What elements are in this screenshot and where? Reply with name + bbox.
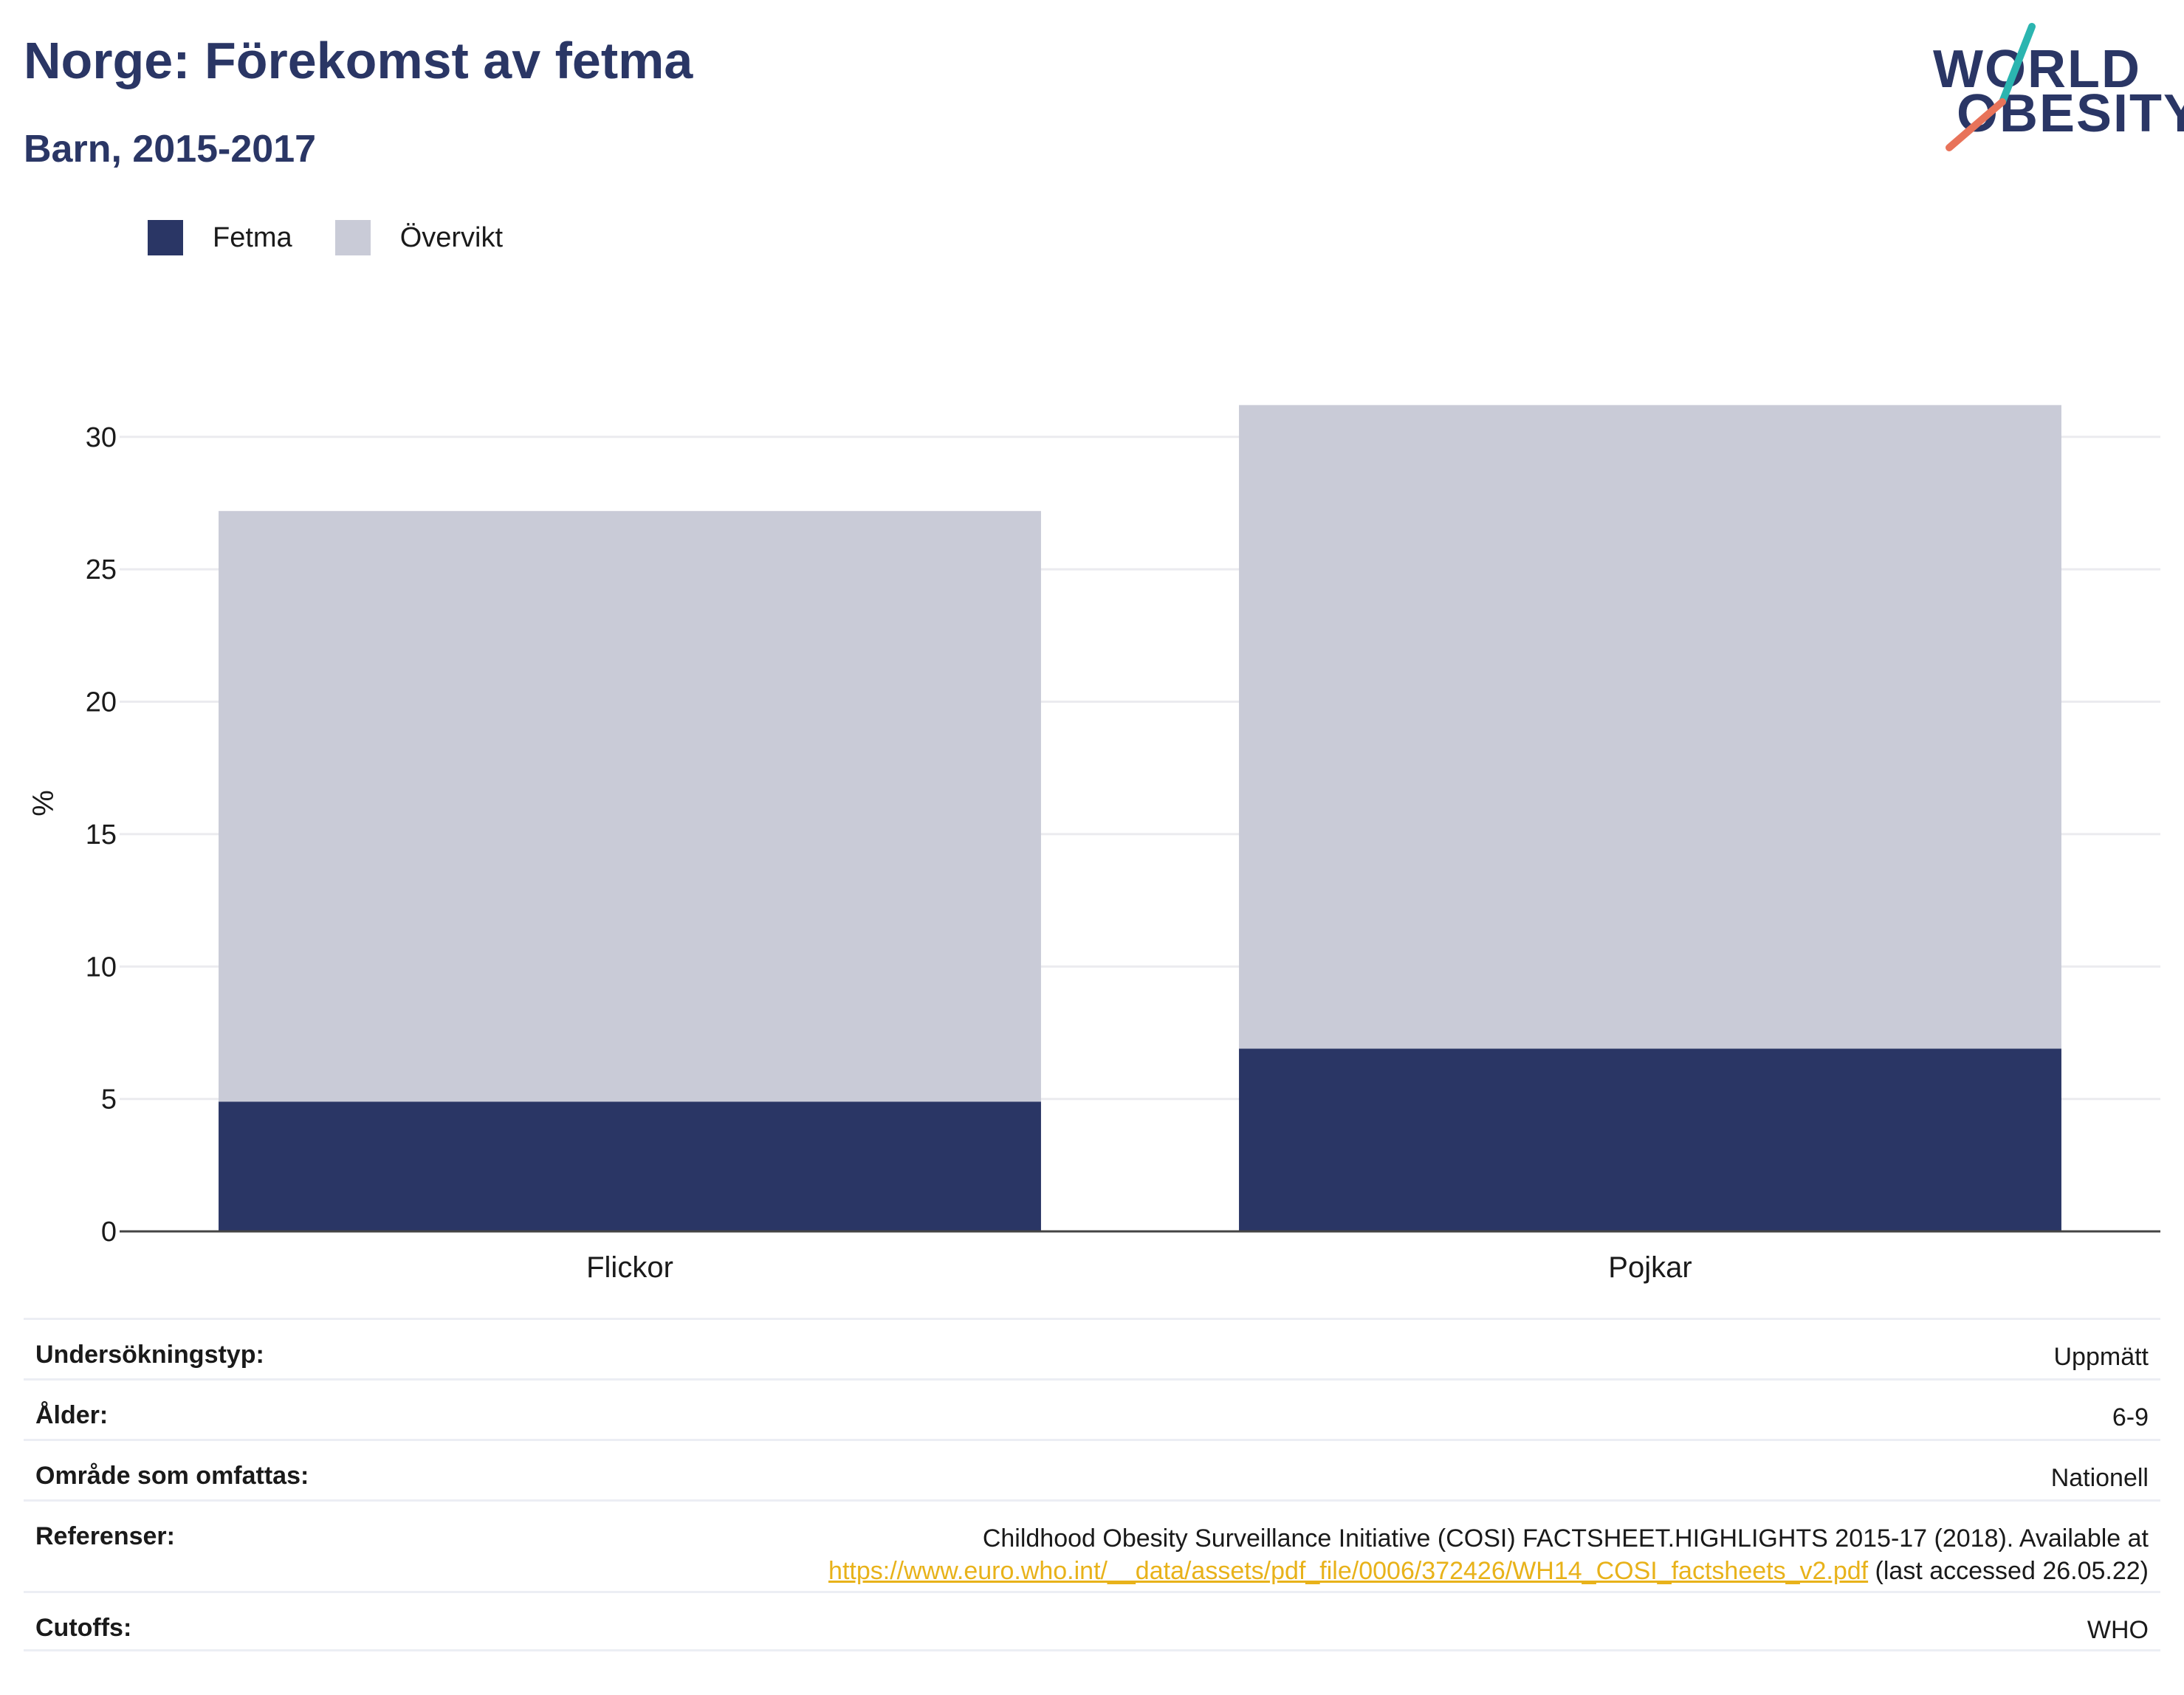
bar-chart: 0 5 10 15 20 25 30% Flickor Pojkar	[27, 405, 2160, 1284]
logo-slash-icon	[1946, 23, 2036, 151]
x-tick-label: Pojkar	[1608, 1251, 1692, 1284]
logo-line-1: WORLD	[1933, 40, 2141, 99]
legend-label-overvikt: Övervikt	[399, 221, 504, 253]
legend-swatch-overvikt	[334, 220, 371, 255]
info-row-references: Referenser: Childhood Obesity Surveillan…	[24, 1499, 2160, 1591]
bar-overvikt-flickor	[219, 511, 1041, 1102]
legend-label-fetma: Fetma	[213, 221, 292, 253]
info-value-references: Childhood Obesity Surveillance Initiativ…	[828, 1502, 2149, 1587]
chart-legend: Fetma Övervikt	[148, 220, 546, 255]
x-tick-label: Flickor	[586, 1251, 673, 1284]
info-value: 6-9	[2112, 1403, 2149, 1431]
info-table: Undersökningstyp: Uppmätt Ålder: 6-9 Omr…	[24, 1318, 2160, 1651]
world-obesity-logo: WORLD OBESITY	[1920, 15, 2184, 155]
y-tick-label: 20	[86, 687, 117, 718]
reference-accessed: (last accessed 26.05.22)	[1868, 1557, 2149, 1585]
bar-fetma-flickor	[219, 1101, 1041, 1231]
bar-fetma-pojkar	[1239, 1048, 2061, 1231]
y-tick-label: 0	[101, 1217, 117, 1248]
info-label: Område som omfattas:	[35, 1462, 309, 1490]
info-row-age: Ålder: 6-9	[24, 1378, 2160, 1439]
logo-line-2: OBESITY	[1957, 84, 2184, 143]
y-tick-label: 15	[86, 819, 117, 850]
reference-text: Childhood Obesity Surveillance Initiativ…	[982, 1524, 2149, 1553]
info-label: Ålder:	[35, 1401, 109, 1429]
info-value: Uppmätt	[2053, 1343, 2149, 1371]
legend-item-overvikt[interactable]: Övervikt	[334, 220, 504, 255]
chart-subtitle: Barn, 2015-2017	[24, 128, 317, 171]
y-tick-label: 5	[101, 1084, 117, 1115]
y-tick-label: 30	[86, 422, 117, 453]
info-label: Cutoffs:	[35, 1614, 132, 1642]
info-value: WHO	[2087, 1616, 2149, 1644]
bar-overvikt-pojkar	[1239, 405, 2061, 1049]
info-row-area: Område som omfattas: Nationell	[24, 1439, 2160, 1499]
y-axis-label: %	[27, 790, 60, 816]
reference-link[interactable]: https://www.euro.who.int/__data/assets/p…	[828, 1557, 1869, 1585]
legend-swatch-fetma	[148, 220, 183, 255]
legend-item-fetma[interactable]: Fetma	[148, 220, 292, 255]
info-row-survey-type: Undersökningstyp: Uppmätt	[24, 1318, 2160, 1378]
info-label: Referenser:	[35, 1522, 175, 1550]
y-tick-label: 25	[86, 554, 117, 585]
chart-title: Norge: Förekomst av fetma	[24, 32, 693, 89]
info-label: Undersökningstyp:	[35, 1341, 264, 1369]
info-row-cutoffs: Cutoffs: WHO	[24, 1591, 2160, 1651]
y-tick-label: 10	[86, 952, 117, 983]
info-value: Nationell	[2050, 1464, 2149, 1492]
